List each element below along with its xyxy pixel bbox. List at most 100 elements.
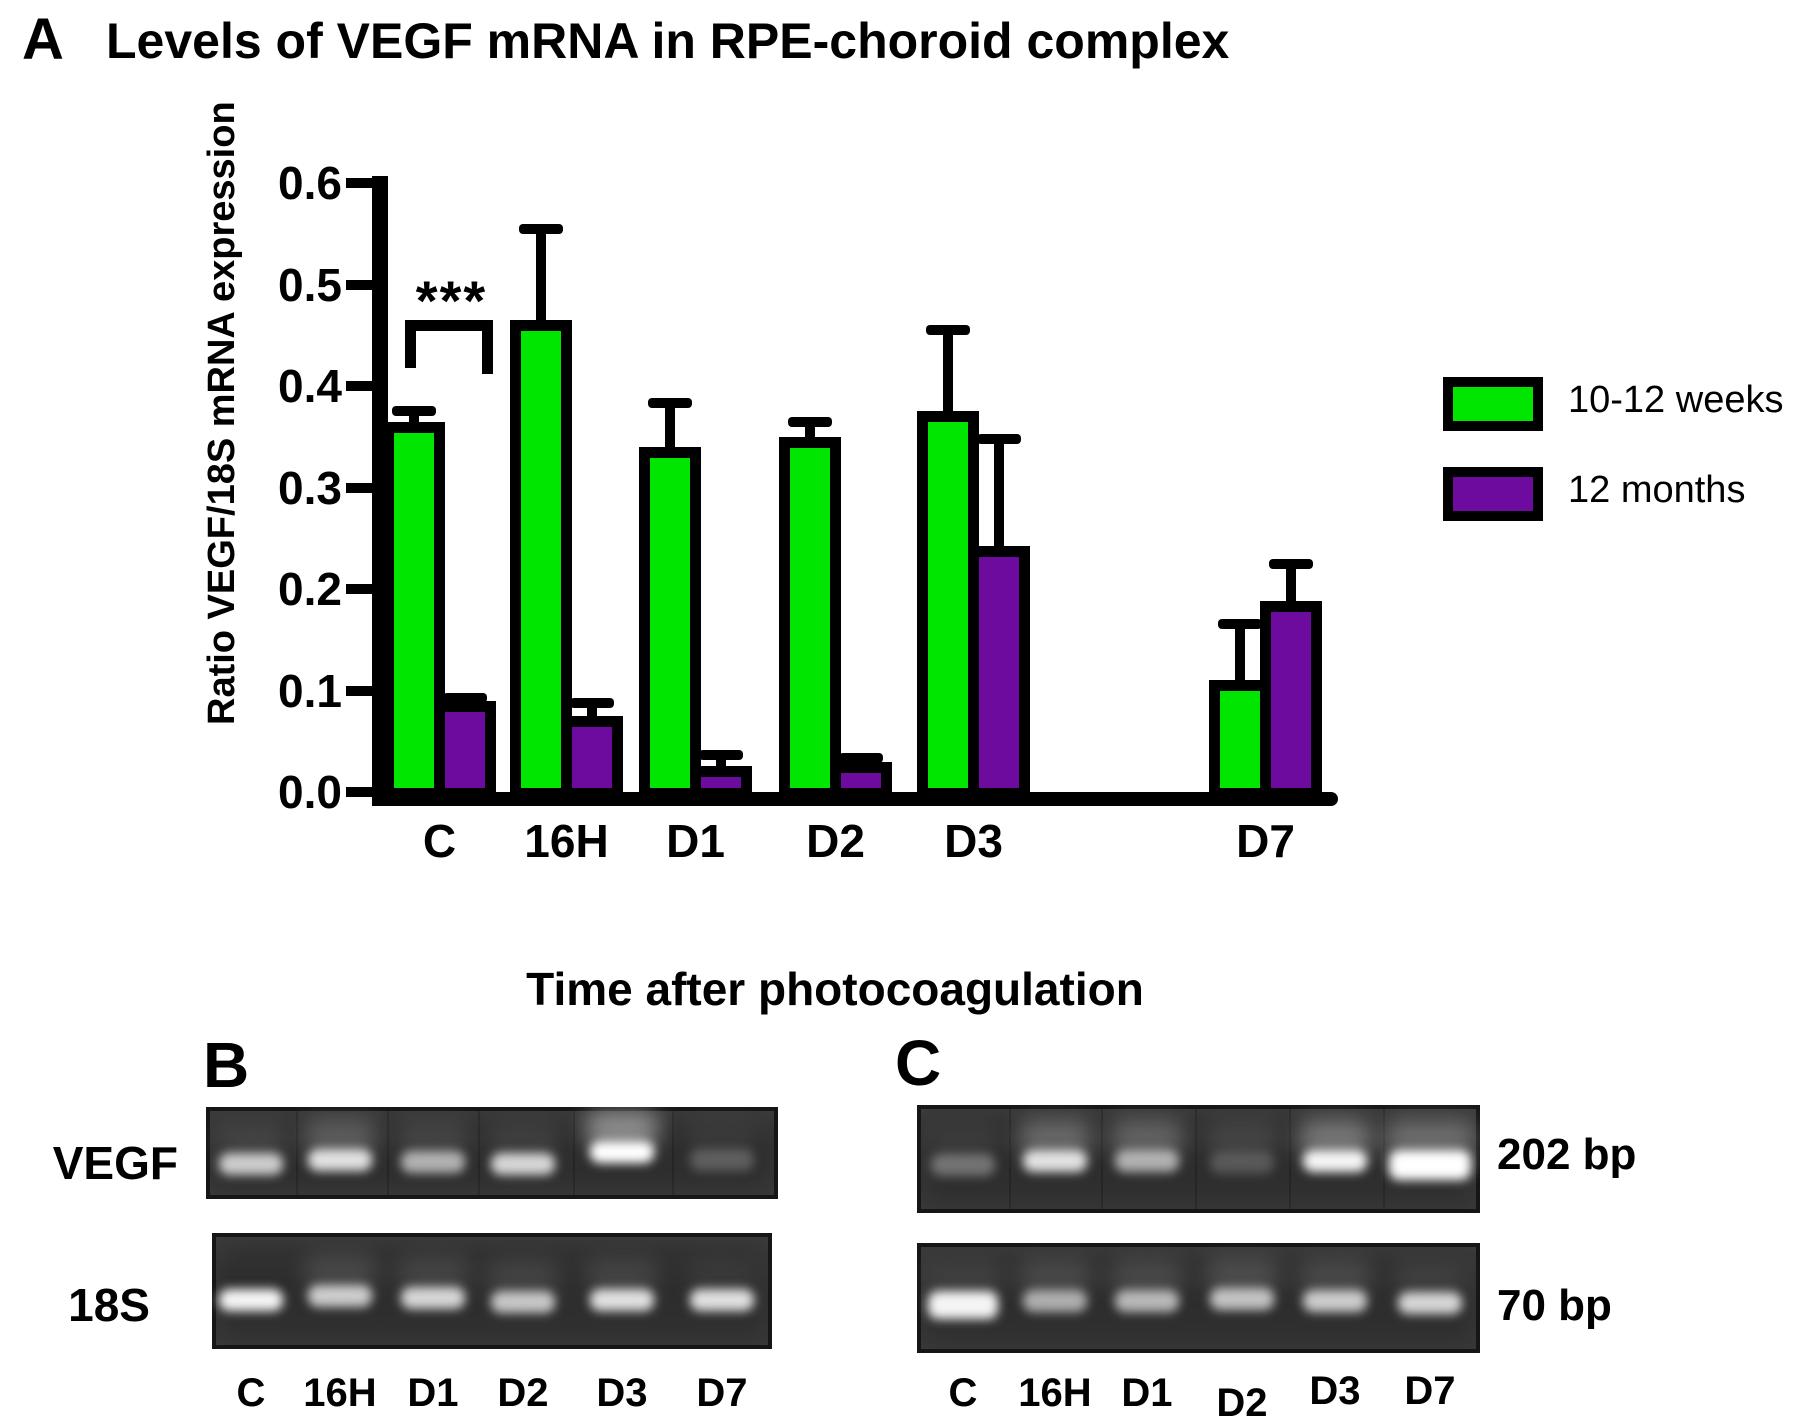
panel-c-band-D3-0 (1303, 1150, 1367, 1172)
y-tick-label-0.6: 0.6 (278, 157, 342, 209)
panel-b-lane-seam-3 (572, 1111, 575, 1195)
panel-c-lane-label-D7: D7 (1404, 1369, 1456, 1413)
error-cap-C-10-12 weeks (392, 406, 436, 416)
y-tick-0.0 (346, 787, 372, 797)
error-bar-D7-10-12 weeks (1235, 623, 1245, 700)
y-tick-label-0.1: 0.1 (278, 664, 342, 717)
panel-c-band-D3-1 (1303, 1290, 1367, 1312)
panel-b-band-D7-1 (690, 1289, 754, 1311)
error-bar-D3-10-12 weeks (943, 329, 953, 431)
panel-c-band-16H-1 (1023, 1290, 1087, 1312)
panel-b-lane-seam-2 (478, 1111, 480, 1195)
panel-b-lane-label-D7: D7 (696, 1371, 748, 1415)
panel-c-band-D1-1 (1115, 1290, 1179, 1312)
error-cap-16H-12 months (570, 698, 614, 708)
error-bar-D7-12 months (1286, 563, 1296, 621)
error-cap-D7-10-12 weeks (1218, 619, 1262, 629)
y-tick-0.3 (346, 482, 372, 493)
significance-bracket-left-leg (405, 320, 416, 368)
y-tick-0.4 (346, 381, 372, 391)
chart-title: Levels of VEGF mRNA in RPE-choroid compl… (106, 13, 1230, 69)
panel-c-band-D7-0 (1389, 1150, 1471, 1180)
panel-c-band-C-0 (931, 1154, 995, 1176)
significance-bracket-right-leg (482, 320, 493, 374)
panel-b-gel-1 (212, 1233, 772, 1349)
panel-b-band-D1-1 (401, 1287, 465, 1309)
panel-b-band-D3-0 (590, 1141, 654, 1163)
panel-c-band-smear-C-0 (927, 1124, 999, 1160)
panel-b-band-C-0 (219, 1153, 283, 1175)
x-category-label-D2: D2 (806, 815, 865, 867)
panel-c-lane-seam-4 (1382, 1109, 1385, 1209)
legend-label-10-12 weeks: 10-12 weeks (1568, 379, 1784, 421)
panel-c-band-16H-0 (1023, 1150, 1087, 1172)
panel-b-lane-label-D3: D3 (596, 1371, 648, 1415)
bar-D1-12 months (690, 766, 752, 799)
error-cap-D1-12 months (699, 750, 743, 760)
panel-b-lane-seam-4 (672, 1111, 674, 1195)
error-bar-16H-10-12 weeks (536, 228, 546, 340)
panel-b-band-C-1 (219, 1289, 283, 1311)
gel-row-label-vegf: VEGF (52, 1137, 178, 1189)
x-category-label-D7: D7 (1236, 815, 1295, 867)
panel-a-letter: A (22, 7, 64, 72)
panel-b-band-D2-0 (491, 1153, 555, 1175)
band-size-label-202bp: 202 bp (1497, 1130, 1637, 1179)
bar-D7-12 months (1260, 601, 1322, 799)
legend-swatch-12 months (1443, 467, 1543, 521)
panel-b-lane-seam-1 (386, 1111, 389, 1195)
panel-b-lane-label-D2: D2 (497, 1371, 549, 1415)
x-category-label-D1: D1 (666, 815, 725, 867)
panel-b-lane-seam-0 (295, 1111, 298, 1195)
y-tick-label-0.4: 0.4 (278, 360, 342, 412)
y-tick-0.5 (346, 279, 372, 290)
panel-b-lane-label-D1: D1 (407, 1371, 459, 1415)
panel-c-letter: C (895, 1027, 942, 1099)
bar-C-12 months (434, 701, 496, 799)
error-cap-D7-12 months (1269, 559, 1313, 569)
panel-b-lane-label-16H: 16H (303, 1371, 377, 1415)
band-size-label-70bp: 70 bp (1497, 1281, 1612, 1330)
panel-b-band-D1-0 (401, 1151, 465, 1173)
error-cap-D2-12 months (839, 753, 883, 763)
panel-c-lane-seam-3 (1288, 1109, 1291, 1209)
panel-c-lane-seam-0 (1009, 1109, 1011, 1209)
panel-c-lane-seam-2 (1194, 1109, 1197, 1209)
panel-c-band-D7-1 (1398, 1292, 1462, 1314)
error-cap-16H-10-12 weeks (519, 224, 563, 234)
panel-c-band-D1-0 (1115, 1150, 1179, 1172)
x-axis-title: Time after photocoagulation (526, 963, 1144, 1015)
panel-c-band-C-1 (928, 1291, 998, 1319)
panel-b-band-16H-0 (308, 1149, 372, 1171)
error-bar-D1-10-12 weeks (665, 402, 675, 467)
error-cap-D2-10-12 weeks (788, 417, 832, 427)
panel-c-band-smear-D2-0 (1206, 1122, 1278, 1158)
y-tick-label-0.3: 0.3 (278, 461, 342, 514)
error-cap-C-12 months (443, 693, 487, 703)
panel-b-gel-0 (206, 1107, 778, 1199)
panel-c-gel-1 (917, 1243, 1480, 1353)
error-cap-D1-10-12 weeks (648, 398, 692, 408)
panel-b-band-D2-1 (491, 1291, 555, 1313)
panel-c-lane-label-D1: D1 (1121, 1371, 1173, 1415)
bar-D1-10-12 weeks (639, 447, 701, 799)
panel-c-lane-seam-1 (1101, 1109, 1103, 1209)
panel-c-lane-label-D3: D3 (1309, 1369, 1361, 1413)
y-tick-0.2 (346, 584, 372, 594)
panel-b-band-D3-1 (590, 1289, 654, 1311)
legend-swatch-10-12 weeks (1443, 377, 1543, 431)
legend-label-12 months: 12 months (1568, 469, 1746, 511)
panel-b-band-D7-0 (690, 1149, 754, 1171)
y-tick-label-0.2: 0.2 (278, 563, 342, 615)
panel-c-lane-label-16H: 16H (1018, 1371, 1092, 1415)
panel-c-gel-0 (917, 1105, 1480, 1213)
y-tick-label-0.0: 0.0 (278, 766, 342, 818)
panel-c-lane-label-D2: D2 (1216, 1381, 1268, 1419)
y-tick-0.6 (346, 178, 372, 188)
error-bar-D3-12 months (994, 438, 1004, 566)
bar-D2-10-12 weeks (779, 437, 841, 799)
bar-D2-12 months (830, 762, 892, 799)
panel-c-band-D2-1 (1210, 1288, 1274, 1310)
